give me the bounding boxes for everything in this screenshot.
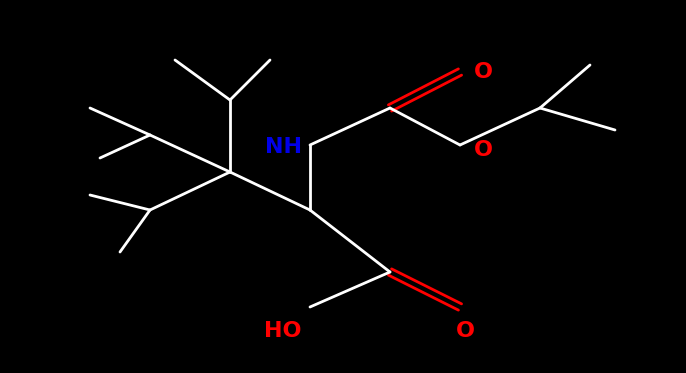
Text: O: O bbox=[456, 321, 475, 341]
Text: O: O bbox=[474, 140, 493, 160]
Text: HO: HO bbox=[265, 321, 302, 341]
Text: O: O bbox=[474, 62, 493, 82]
Text: NH: NH bbox=[265, 137, 302, 157]
